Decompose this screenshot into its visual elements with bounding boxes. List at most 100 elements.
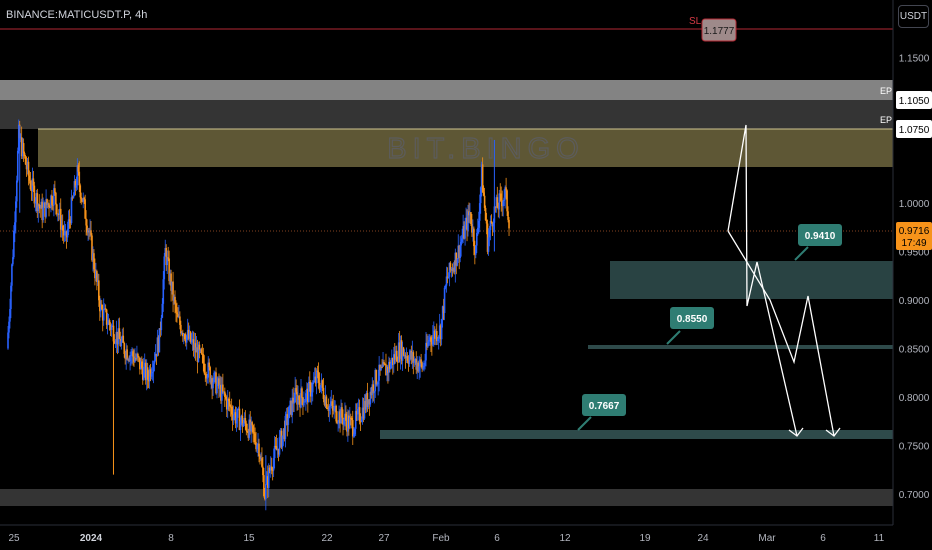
candle-body-183	[185, 335, 188, 343]
candle-body-368	[366, 392, 369, 407]
candle-body-15	[21, 143, 24, 157]
candle-body-181	[183, 334, 186, 340]
candle-body-455	[451, 268, 454, 271]
candle-body-295	[295, 388, 297, 392]
candle-body-307	[307, 388, 309, 403]
candle-body-4	[11, 264, 13, 286]
candle-body-271	[271, 470, 274, 472]
candle-body-345	[344, 413, 346, 420]
candle-body-20	[26, 161, 29, 170]
candle-body-466	[462, 226, 464, 239]
candle-body-248	[249, 419, 252, 432]
candle-body-81	[86, 225, 88, 233]
candle-body-328	[327, 408, 330, 411]
candle-body-364	[362, 407, 365, 419]
price-tick-1: 1.0000	[899, 199, 930, 210]
currency-unit-button[interactable]: USDT	[898, 5, 929, 28]
price-axis[interactable]	[893, 0, 932, 525]
candle-body-111	[115, 331, 118, 343]
candle-body-79	[84, 199, 86, 219]
candle-body-400	[397, 342, 400, 362]
candle-body-298	[298, 395, 300, 400]
candle-body-212	[214, 372, 216, 374]
candle-body-42	[48, 203, 50, 208]
candle-body-274	[274, 445, 277, 447]
candle-body-367	[365, 392, 368, 410]
candle-body-31	[37, 204, 40, 212]
candle-body-412	[409, 350, 412, 357]
candle-body-359	[357, 407, 360, 409]
candle-body-491	[486, 223, 489, 252]
candle-body-147	[150, 373, 153, 377]
candle-body-177	[180, 324, 182, 334]
candle-body-55	[60, 225, 63, 230]
candle-body-480	[476, 233, 478, 246]
candle-body-47	[53, 188, 55, 206]
candle-body-478	[474, 246, 476, 255]
candle-body-68	[73, 181, 76, 196]
candle-body-408	[405, 355, 408, 359]
candle-body-426	[423, 365, 425, 368]
candle-body-495	[490, 221, 493, 223]
candle-body-417	[414, 358, 417, 361]
candle-body-149	[152, 363, 155, 373]
candle-body-416	[413, 360, 416, 363]
candle-body-261	[262, 466, 264, 476]
candle-body-129	[133, 356, 135, 362]
candle-body-332	[331, 401, 334, 406]
candle-body-71	[76, 165, 79, 186]
candle-body-168	[171, 281, 173, 291]
candle-body-44	[50, 195, 52, 208]
candle-body-370	[368, 399, 371, 405]
candle-body-204	[206, 377, 209, 379]
candle-body-383	[381, 366, 383, 368]
candle-body-468	[464, 224, 466, 239]
candle-body-448	[444, 285, 447, 288]
candle-body-419	[416, 362, 419, 370]
stop-loss-price-box	[701, 18, 737, 42]
candle-body-342	[341, 407, 343, 418]
candle-body-322	[321, 380, 324, 388]
candle-body-206	[208, 362, 210, 368]
candle-body-127	[131, 351, 133, 356]
candle-body-211	[213, 372, 215, 383]
candle-body-272	[272, 458, 275, 471]
candle-body-124	[128, 359, 130, 361]
candle-body-279	[279, 430, 282, 438]
candle-body-178	[181, 332, 183, 334]
candle-body-287	[287, 417, 290, 425]
candle-body-235	[236, 408, 239, 418]
candle-body-161	[164, 247, 167, 257]
candle-body-160	[163, 256, 166, 280]
candle-body-77	[82, 197, 85, 202]
candle-body-130	[134, 358, 136, 362]
candle-body-363	[361, 407, 364, 420]
candle-body-303	[303, 402, 305, 406]
candle-body-463	[459, 245, 461, 258]
candle-body-62	[67, 219, 70, 230]
candle-body-35	[41, 201, 43, 221]
symbol-title: BINANCE:MATICUSDT.P, 4h	[6, 9, 148, 21]
candle-body-508	[503, 197, 505, 202]
candle-body-95	[99, 304, 102, 312]
candle-body-57	[62, 230, 65, 236]
candle-body-430	[427, 341, 429, 347]
candle-body-415	[412, 352, 415, 363]
price-tick-3: 0.9000	[899, 296, 930, 307]
candle-body-18	[24, 156, 27, 165]
low-range-zone	[0, 489, 893, 506]
candle-body-32	[38, 204, 41, 207]
candle-body-175	[178, 316, 180, 318]
ep2-zone	[0, 80, 893, 100]
candle-body-217	[219, 384, 221, 389]
candle-body-276	[276, 448, 279, 451]
candle-body-193	[195, 347, 198, 353]
time-tick-9: 19	[639, 533, 651, 544]
time-axis[interactable]	[0, 525, 932, 550]
candle-body-354	[352, 434, 355, 437]
candle-body-51	[57, 213, 59, 215]
candle-body-460	[456, 259, 459, 266]
candle-body-351	[350, 417, 352, 419]
projection-arrowhead-2	[825, 427, 841, 437]
